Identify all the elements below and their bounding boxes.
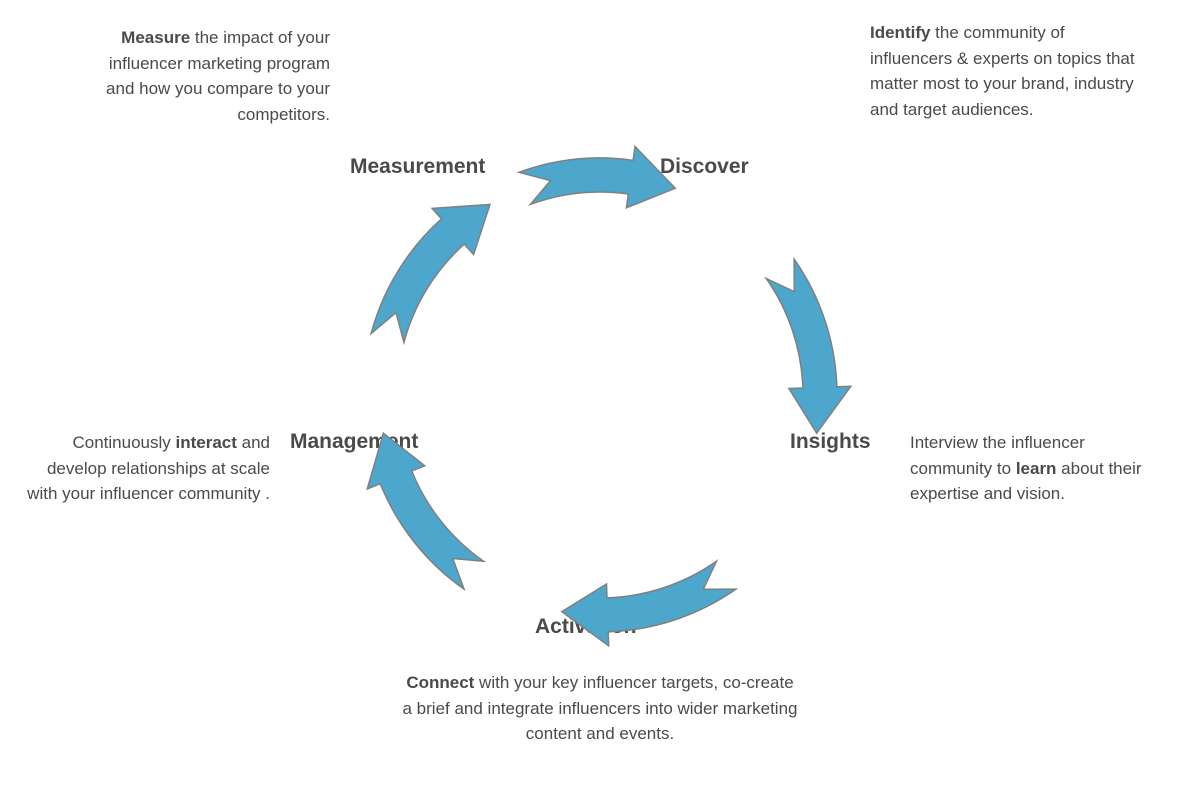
arrow-activation-to-management	[367, 433, 483, 589]
arrow-measurement-to-discover	[519, 146, 675, 207]
arrow-discover-to-insights	[766, 259, 851, 433]
arrow-insights-to-activation	[562, 561, 736, 646]
arrow-management-to-measurement	[371, 204, 490, 342]
cycle-arrows	[0, 0, 1196, 810]
